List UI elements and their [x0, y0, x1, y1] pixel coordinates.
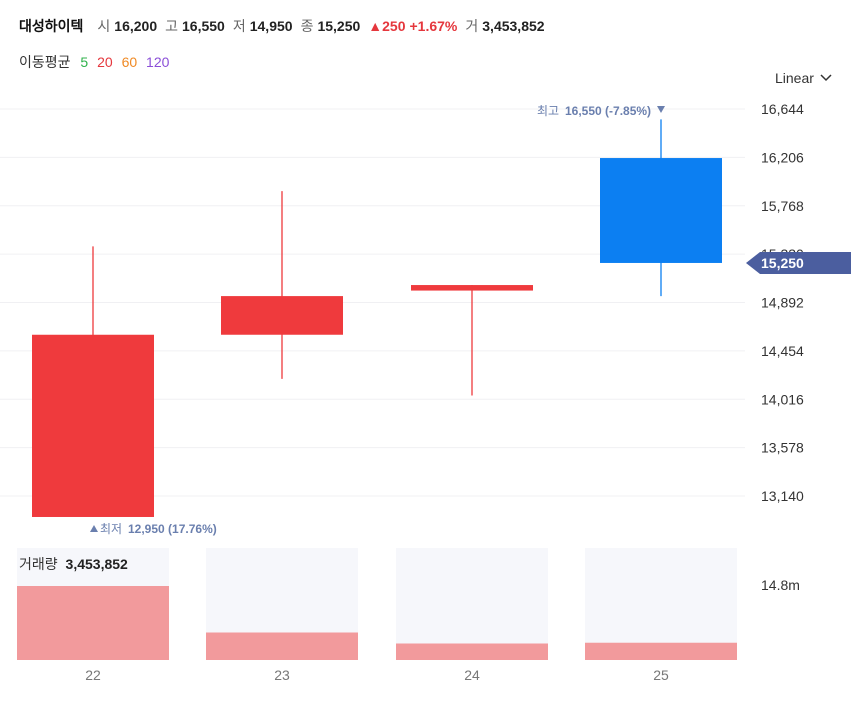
- volume-bar-24: [396, 643, 548, 660]
- high-label: 고: [165, 18, 179, 34]
- candle-body-22: [32, 334, 154, 517]
- chevron-down-icon: [820, 74, 832, 82]
- candle-body-25: [600, 158, 722, 263]
- volume-axis-tick: 14.8m: [761, 577, 800, 593]
- volume-value: 3,453,852: [482, 18, 545, 34]
- low-label: 저: [232, 18, 246, 34]
- volume-panel-value: 3,453,852: [65, 556, 128, 572]
- change-value: ▲250: [368, 18, 406, 34]
- last-price-tag: 15,250: [746, 252, 851, 274]
- open-label: 시: [97, 18, 111, 34]
- volume-label: 거: [465, 18, 479, 34]
- y-tick-7: 13,578: [761, 440, 804, 456]
- volume-bar-22: [17, 586, 169, 660]
- scale-label: Linear: [775, 70, 814, 86]
- high-annotation-label: 최고: [537, 104, 559, 118]
- y-tick-5: 14,454: [761, 343, 804, 359]
- x-axis-ticks: 22 23 24 25: [85, 667, 669, 683]
- change-percent: +1.67%: [409, 18, 458, 34]
- high-value: 16,550: [182, 18, 225, 34]
- low-annotation-value: 12,950 (17.76%): [128, 522, 217, 536]
- high-annotation-value: 16,550 (-7.85%): [565, 104, 651, 118]
- close-value: 15,250: [317, 18, 361, 34]
- moving-average-legend: 이동평균 5 20 60 120: [19, 52, 174, 72]
- x-tick-23: 23: [274, 667, 290, 683]
- volume-panel-bg-25: [585, 548, 737, 660]
- low-value: 14,950: [249, 18, 293, 34]
- y-tick-2: 15,768: [761, 198, 804, 214]
- candles: [32, 119, 722, 517]
- ma-5[interactable]: 5: [80, 54, 89, 70]
- x-tick-25: 25: [653, 667, 669, 683]
- high-annotation: 최고 16,550 (-7.85%): [537, 104, 665, 118]
- price-header: 대성하이텍 시 16,200 고 16,550 저 14,950 종 15,25…: [19, 16, 553, 38]
- y-tick-4: 14,892: [761, 295, 804, 311]
- candle-body-23: [221, 296, 343, 335]
- ma-20[interactable]: 20: [97, 54, 113, 70]
- stock-name: 대성하이텍: [19, 18, 84, 34]
- down-triangle-icon: [657, 106, 665, 113]
- low-annotation-label: 최저: [100, 522, 122, 536]
- x-tick-24: 24: [464, 667, 480, 683]
- close-label: 종: [300, 18, 314, 34]
- ma-60[interactable]: 60: [121, 54, 138, 70]
- ma-120[interactable]: 120: [146, 54, 170, 70]
- volume-panel-label: 거래량 3,453,852: [19, 554, 128, 574]
- volume-bars: [17, 548, 737, 660]
- scale-dropdown[interactable]: Linear: [775, 70, 832, 86]
- volume-bar-25: [585, 642, 737, 660]
- last-price-tag-text: 15,250: [761, 255, 804, 271]
- y-tick-1: 16,206: [761, 149, 804, 165]
- volume-panel-title: 거래량: [19, 556, 58, 572]
- volume-panel-bg-24: [396, 548, 548, 660]
- candle-body-24: [411, 285, 533, 291]
- volume-bar-23: [206, 632, 358, 660]
- moving-average-label: 이동평균: [19, 54, 71, 70]
- y-tick-0: 16,644: [761, 101, 804, 117]
- last-price-tag-shape: [746, 252, 851, 274]
- x-tick-22: 22: [85, 667, 101, 683]
- low-annotation: 최저 12,950 (17.76%): [90, 522, 217, 536]
- y-tick-8: 13,140: [761, 488, 804, 504]
- up-triangle-icon: [90, 525, 98, 532]
- open-value: 16,200: [114, 18, 158, 34]
- y-tick-6: 14,016: [761, 391, 804, 407]
- y-axis-ticks: 16,64416,20615,76815,33014,89214,45414,0…: [761, 101, 804, 504]
